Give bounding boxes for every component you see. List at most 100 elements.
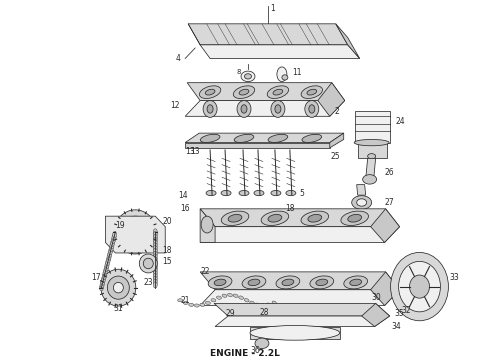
Ellipse shape bbox=[111, 237, 115, 243]
Polygon shape bbox=[355, 111, 390, 143]
Ellipse shape bbox=[368, 154, 376, 159]
Ellipse shape bbox=[143, 258, 153, 269]
Ellipse shape bbox=[206, 190, 216, 196]
Polygon shape bbox=[188, 24, 348, 45]
Ellipse shape bbox=[239, 190, 249, 196]
Text: 14: 14 bbox=[178, 191, 188, 200]
Ellipse shape bbox=[228, 215, 242, 222]
Ellipse shape bbox=[189, 303, 194, 306]
Ellipse shape bbox=[200, 134, 220, 143]
Ellipse shape bbox=[250, 301, 255, 305]
Ellipse shape bbox=[261, 211, 289, 225]
Ellipse shape bbox=[99, 284, 103, 291]
Text: 36: 36 bbox=[250, 346, 260, 355]
Ellipse shape bbox=[276, 276, 300, 289]
Text: 25: 25 bbox=[330, 152, 340, 161]
Ellipse shape bbox=[153, 260, 157, 266]
Ellipse shape bbox=[245, 74, 251, 79]
Text: 8: 8 bbox=[236, 69, 241, 75]
Polygon shape bbox=[200, 227, 399, 242]
Ellipse shape bbox=[227, 293, 232, 297]
Polygon shape bbox=[200, 45, 360, 59]
Ellipse shape bbox=[107, 276, 129, 299]
Text: 29: 29 bbox=[225, 310, 235, 319]
Ellipse shape bbox=[244, 298, 249, 302]
Text: 11: 11 bbox=[292, 68, 301, 77]
Polygon shape bbox=[185, 133, 343, 143]
Ellipse shape bbox=[271, 100, 285, 117]
Polygon shape bbox=[358, 143, 387, 158]
Text: 26: 26 bbox=[385, 167, 394, 176]
Ellipse shape bbox=[113, 282, 123, 293]
Ellipse shape bbox=[309, 105, 315, 113]
Ellipse shape bbox=[308, 215, 322, 222]
Ellipse shape bbox=[102, 273, 106, 280]
Polygon shape bbox=[357, 185, 366, 195]
Text: 18: 18 bbox=[162, 246, 171, 255]
Ellipse shape bbox=[153, 279, 157, 285]
Ellipse shape bbox=[354, 139, 389, 146]
Ellipse shape bbox=[108, 251, 112, 257]
Ellipse shape bbox=[101, 279, 105, 285]
Ellipse shape bbox=[301, 211, 329, 225]
Ellipse shape bbox=[103, 271, 107, 277]
Ellipse shape bbox=[104, 265, 108, 271]
Ellipse shape bbox=[272, 301, 277, 305]
Ellipse shape bbox=[341, 211, 368, 225]
Ellipse shape bbox=[121, 216, 150, 248]
Ellipse shape bbox=[100, 282, 104, 288]
Ellipse shape bbox=[239, 296, 244, 299]
Ellipse shape bbox=[282, 75, 288, 80]
Text: 13: 13 bbox=[191, 147, 200, 156]
Ellipse shape bbox=[108, 248, 113, 255]
Ellipse shape bbox=[195, 304, 199, 307]
Ellipse shape bbox=[153, 237, 157, 243]
Ellipse shape bbox=[267, 86, 289, 99]
Text: 24: 24 bbox=[395, 117, 405, 126]
Text: 21: 21 bbox=[181, 296, 190, 305]
Ellipse shape bbox=[268, 215, 282, 222]
Text: 15: 15 bbox=[162, 257, 172, 266]
Polygon shape bbox=[318, 83, 345, 116]
Ellipse shape bbox=[277, 67, 287, 82]
Ellipse shape bbox=[233, 86, 255, 99]
Ellipse shape bbox=[101, 276, 105, 283]
Text: 23: 23 bbox=[144, 278, 153, 287]
Ellipse shape bbox=[352, 196, 371, 209]
Polygon shape bbox=[330, 133, 343, 148]
Ellipse shape bbox=[153, 229, 157, 235]
Ellipse shape bbox=[105, 262, 109, 269]
Text: 34: 34 bbox=[392, 322, 401, 331]
Ellipse shape bbox=[282, 279, 294, 285]
Text: 35: 35 bbox=[394, 310, 404, 319]
Text: 12: 12 bbox=[171, 101, 180, 110]
Text: 13: 13 bbox=[186, 147, 195, 156]
Text: 20: 20 bbox=[162, 217, 172, 226]
Ellipse shape bbox=[363, 175, 377, 184]
Ellipse shape bbox=[109, 246, 113, 252]
Ellipse shape bbox=[241, 71, 255, 82]
Polygon shape bbox=[250, 327, 340, 339]
Ellipse shape bbox=[153, 276, 157, 283]
Ellipse shape bbox=[233, 294, 238, 297]
Ellipse shape bbox=[221, 211, 249, 225]
Ellipse shape bbox=[255, 303, 260, 307]
Ellipse shape bbox=[106, 257, 110, 263]
Ellipse shape bbox=[178, 299, 183, 302]
Ellipse shape bbox=[153, 282, 157, 288]
Ellipse shape bbox=[221, 190, 231, 196]
Ellipse shape bbox=[208, 276, 232, 289]
Ellipse shape bbox=[199, 86, 221, 99]
Text: 5: 5 bbox=[300, 189, 305, 198]
Ellipse shape bbox=[310, 276, 334, 289]
Polygon shape bbox=[215, 316, 390, 327]
Text: 33: 33 bbox=[449, 273, 459, 282]
Ellipse shape bbox=[286, 190, 296, 196]
Ellipse shape bbox=[302, 134, 321, 143]
Text: 31: 31 bbox=[114, 304, 123, 313]
Text: 27: 27 bbox=[385, 198, 394, 207]
Ellipse shape bbox=[307, 89, 317, 95]
Ellipse shape bbox=[139, 254, 157, 273]
Ellipse shape bbox=[305, 100, 319, 117]
Ellipse shape bbox=[237, 100, 251, 117]
